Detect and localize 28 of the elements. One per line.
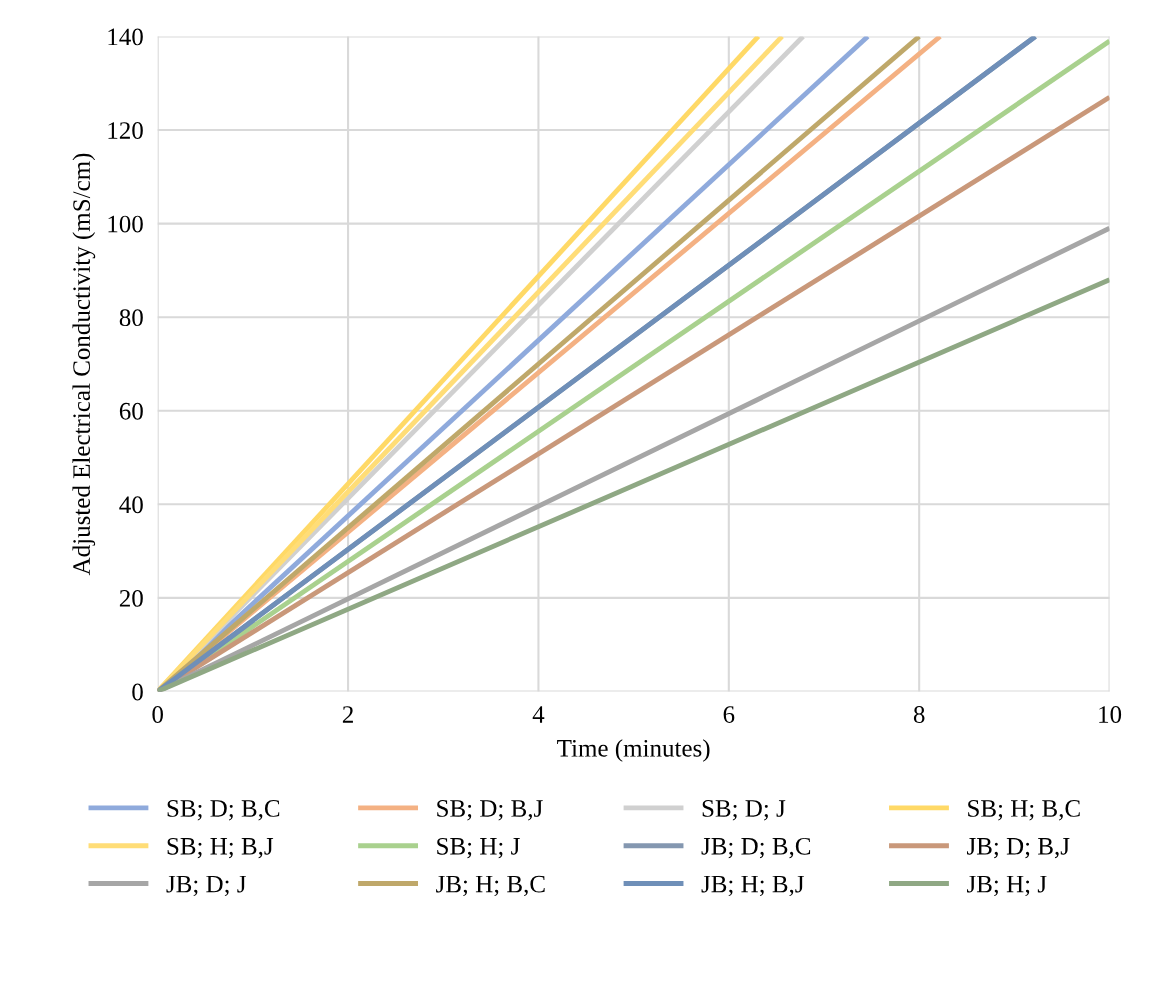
y-tick-label: 60 <box>119 402 143 420</box>
legend-label: JB; D; J <box>166 875 247 897</box>
legend-label: JB; H; B,C <box>436 875 545 897</box>
x-tick-label: 0 <box>152 706 163 723</box>
legend-label: SB; D; J <box>702 800 786 821</box>
legend-label: SB; H; B,C <box>968 800 1080 821</box>
legend-label: SB; H; J <box>437 837 520 859</box>
legend-label: SB; D; B,C <box>167 800 280 821</box>
legend-label: JB; D; B,J <box>967 838 1070 859</box>
x-axis-title: Time (minutes) <box>557 739 710 762</box>
y-axis-title: Adjusted Electrical Conductivity (mS/cm) <box>72 153 96 576</box>
legend-label: JB; D; B,C <box>701 837 811 859</box>
y-tick-label: 100 <box>108 215 143 233</box>
legend-label: JB; H; B,J <box>701 875 805 897</box>
legend-label: SB; D; B,J <box>437 800 543 821</box>
x-tick-label: 10 <box>1099 706 1122 723</box>
y-tick-label: 20 <box>119 589 143 607</box>
x-tick-label: 6 <box>723 706 735 723</box>
y-tick-label: 80 <box>119 309 143 327</box>
legend-label: JB; H; J <box>967 875 1047 897</box>
x-tick-label: 4 <box>532 706 545 723</box>
legend-label: SB; H; B,J <box>167 837 274 859</box>
y-tick-label: 0 <box>132 683 143 701</box>
y-tick-label: 120 <box>108 122 143 139</box>
x-tick-label: 2 <box>342 706 353 723</box>
y-tick-label: 40 <box>119 496 143 514</box>
x-tick-label: 8 <box>913 706 925 723</box>
y-tick-label: 140 <box>108 28 143 46</box>
